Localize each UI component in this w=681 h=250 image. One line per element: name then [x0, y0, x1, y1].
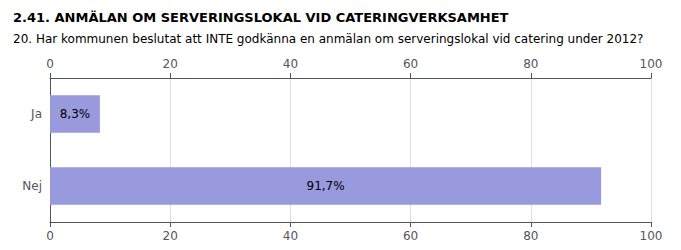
svg-text:20. Har kommunen beslutat att: 20. Har kommunen beslutat att INTE godkä… [13, 32, 643, 46]
svg-text:2.41. ANMÄLAN OM SERVERINGSLOK: 2.41. ANMÄLAN OM SERVERINGSLOKAL VID CAT… [13, 10, 509, 25]
svg-text:20: 20 [163, 57, 178, 71]
svg-text:Nej: Nej [22, 179, 42, 193]
svg-text:20: 20 [163, 229, 178, 243]
svg-text:0: 0 [46, 229, 54, 243]
svg-text:8,3%: 8,3% [60, 107, 91, 121]
svg-text:40: 40 [283, 229, 298, 243]
svg-text:80: 80 [523, 57, 538, 71]
svg-text:60: 60 [403, 57, 418, 71]
svg-text:91,7%: 91,7% [306, 179, 344, 193]
svg-text:0: 0 [46, 57, 54, 71]
svg-text:80: 80 [523, 229, 538, 243]
svg-text:100: 100 [640, 229, 663, 243]
svg-text:60: 60 [403, 229, 418, 243]
svg-text:40: 40 [283, 57, 298, 71]
svg-text:Ja: Ja [30, 107, 42, 121]
svg-text:100: 100 [640, 57, 663, 71]
